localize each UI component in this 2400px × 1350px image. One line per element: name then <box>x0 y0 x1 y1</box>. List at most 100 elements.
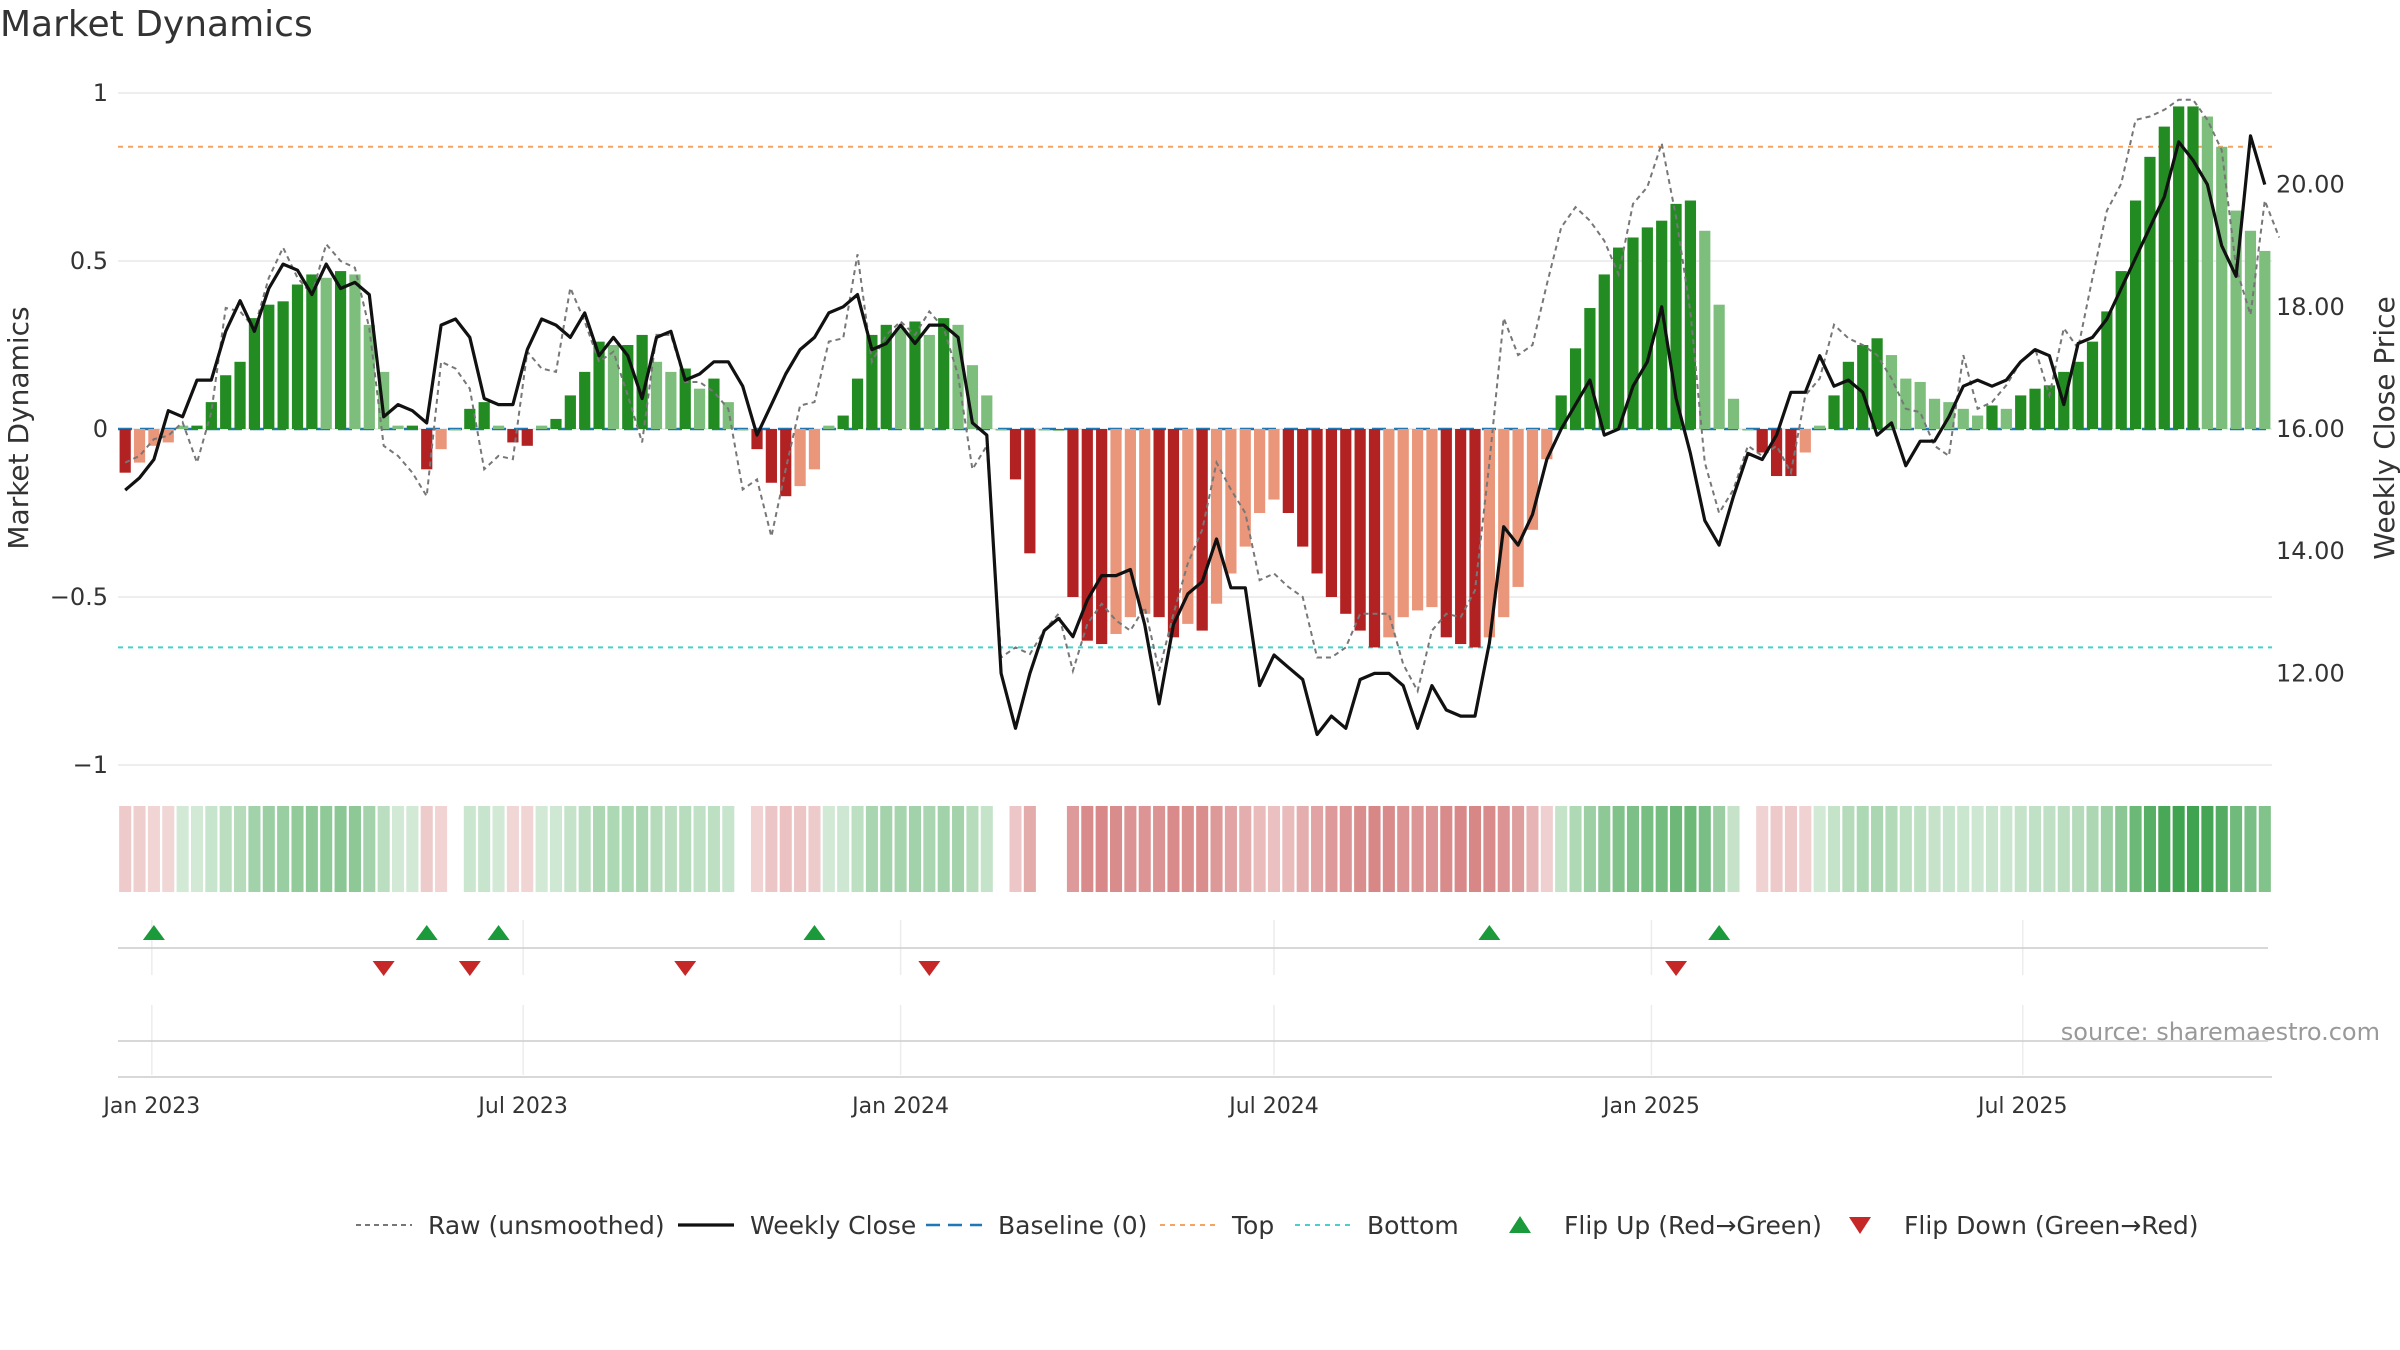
momentum-bar <box>1311 429 1323 574</box>
momentum-bar <box>363 324 375 429</box>
x-tick-label: Jul 2025 <box>1976 1094 2068 1119</box>
momentum-bar <box>1239 429 1251 547</box>
momentum-bar <box>564 395 576 429</box>
strip-cell <box>794 806 807 892</box>
strip-cell <box>478 806 491 892</box>
momentum-bar <box>2129 200 2142 429</box>
strip-cell <box>305 806 318 892</box>
strip-cell <box>1425 806 1438 892</box>
strip-cell <box>1727 806 1740 892</box>
strip-cell <box>664 806 677 892</box>
strip-cell <box>966 806 979 892</box>
momentum-bar <box>1225 429 1237 574</box>
strip-cell <box>578 806 591 892</box>
strip-cell <box>1770 806 1783 892</box>
strip-cell <box>1928 806 1941 892</box>
momentum-bar <box>1110 429 1122 634</box>
x-tick-label: Jul 2023 <box>476 1094 568 1119</box>
strip-cell <box>2230 806 2243 892</box>
strip-cell <box>765 806 778 892</box>
strip-cell <box>1957 806 1970 892</box>
momentum-bar <box>2086 341 2099 429</box>
strip-cell <box>2014 806 2027 892</box>
strip-cell <box>248 806 261 892</box>
momentum-bar <box>349 274 361 429</box>
strip-cell <box>564 806 577 892</box>
strip-cell <box>1296 806 1309 892</box>
momentum-bar <box>191 425 203 429</box>
y-tick-label: 0.5 <box>70 247 108 275</box>
momentum-bar <box>1354 429 1366 631</box>
y-tick-label: 1 <box>93 79 108 107</box>
momentum-bar <box>1081 429 1093 641</box>
momentum-bar <box>1957 408 1969 429</box>
momentum-bar <box>133 429 146 463</box>
strip-cell <box>1325 806 1338 892</box>
strip-cell <box>1468 806 1482 892</box>
legend-label: Weekly Close <box>750 1211 916 1240</box>
momentum-bar <box>866 334 878 429</box>
momentum-bar <box>320 277 332 429</box>
flip-down-marker <box>918 961 941 976</box>
strip-cell <box>980 806 993 892</box>
strip-cell <box>923 806 936 892</box>
momentum-bar <box>378 371 390 429</box>
momentum-bar <box>1440 429 1452 638</box>
strip-cell <box>535 806 548 892</box>
strip-cell <box>1153 806 1166 892</box>
momentum-bar <box>1986 405 1998 429</box>
momentum-bar <box>1799 429 1811 453</box>
momentum-bar <box>1828 395 1840 429</box>
momentum-bar <box>177 425 189 429</box>
flip-up-marker <box>1708 925 1731 940</box>
momentum-bar <box>1024 429 1036 554</box>
momentum-bar <box>1857 345 1869 429</box>
strip-cell <box>1440 806 1453 892</box>
strip-cell <box>1713 806 1726 892</box>
momentum-bar <box>521 429 533 446</box>
strip-cell <box>119 806 132 892</box>
momentum-bar <box>2216 146 2228 429</box>
momentum-bar <box>492 425 505 429</box>
momentum-bar <box>1009 429 1022 480</box>
strip-cell <box>262 806 275 892</box>
strip-cell <box>2000 806 2013 892</box>
momentum-bar <box>1268 429 1280 500</box>
close-series <box>124 134 2267 737</box>
momentum-bar <box>2000 408 2012 429</box>
momentum-bar <box>1770 429 1783 477</box>
momentum-bar <box>1900 378 1912 429</box>
strip-cell <box>707 806 720 892</box>
momentum-bar <box>1052 429 1065 431</box>
momentum-bar <box>1368 429 1381 648</box>
momentum-bar <box>1340 429 1352 614</box>
strip-cell <box>1382 806 1395 892</box>
strip-cell <box>2115 806 2128 892</box>
strip-cell <box>1512 806 1525 892</box>
strip-cell <box>937 806 950 892</box>
strip-cell <box>1555 806 1568 892</box>
strip-cell <box>1626 806 1640 892</box>
strip-cell <box>492 806 505 892</box>
strip-cell <box>2072 806 2085 892</box>
strip-cell <box>320 806 333 892</box>
strip-cell <box>1181 806 1194 892</box>
strip-cell <box>549 806 563 892</box>
strip-cell <box>1483 806 1496 892</box>
momentum-bar <box>880 324 892 429</box>
strip-cell <box>1569 806 1582 892</box>
momentum-bar <box>1139 429 1151 614</box>
momentum-bar <box>220 375 232 429</box>
x-tick-label: Jul 2024 <box>1227 1094 1319 1119</box>
strip-cell <box>391 806 405 892</box>
momentum-bar <box>550 418 562 429</box>
strip-cell <box>1914 806 1927 892</box>
strip-cell <box>1282 806 1295 892</box>
strip-cell <box>2158 806 2171 892</box>
momentum-bar <box>1814 425 1826 429</box>
legend-label: Raw (unsmoothed) <box>428 1211 665 1240</box>
reference-lines <box>118 145 2272 649</box>
momentum-bar <box>1038 429 1050 431</box>
legend: Raw (unsmoothed) Weekly Close Baseline (0)… <box>356 1211 2199 1240</box>
strip-cell <box>234 806 247 892</box>
